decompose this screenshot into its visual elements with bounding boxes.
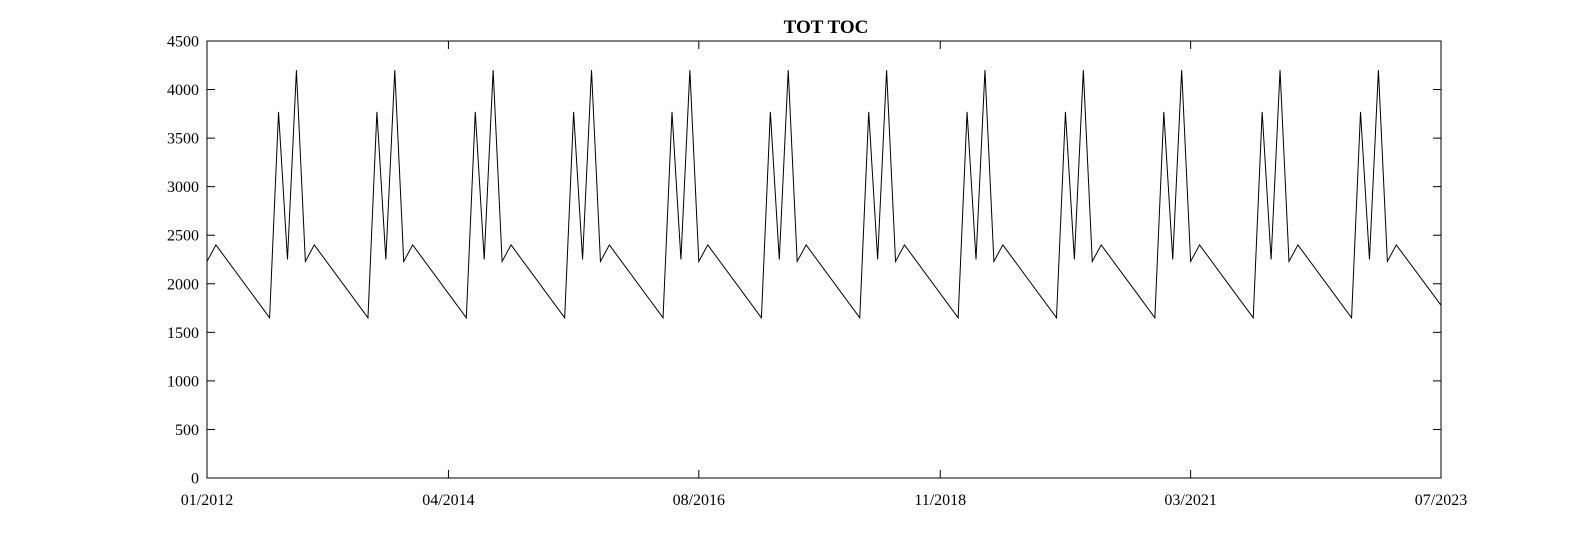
y-tick-label: 3000 bbox=[167, 179, 199, 196]
series-line bbox=[206, 70, 1442, 320]
y-tick-label: 2500 bbox=[167, 228, 199, 245]
x-tick-label: 08/2016 bbox=[673, 492, 725, 509]
y-tick-label: 4500 bbox=[167, 34, 199, 51]
plot-frame bbox=[206, 40, 1442, 479]
x-tick-label: 04/2014 bbox=[422, 492, 474, 509]
x-axis: 01/2012 04/2014 08/2016 11/2018 03/2021 07/20… bbox=[181, 41, 1467, 509]
x-tick-label: 01/2012 bbox=[181, 492, 233, 509]
y-axis: 0 500 1000 1500 2000 2500 3000 3500 4000 4500 bbox=[167, 34, 1441, 488]
y-tick-label: 1000 bbox=[167, 373, 199, 390]
y-tick-label: 1500 bbox=[167, 325, 199, 342]
y-tick-label: 500 bbox=[175, 422, 199, 439]
x-tick-label: 11/2018 bbox=[914, 492, 966, 509]
y-tick-label: 2000 bbox=[167, 276, 199, 293]
y-tick-label: 3500 bbox=[167, 131, 199, 148]
x-tick-label: 03/2021 bbox=[1164, 492, 1216, 509]
chart-title: TOT TOC bbox=[784, 17, 869, 38]
y-tick-label: 4000 bbox=[167, 82, 199, 99]
y-tick-label: 0 bbox=[191, 471, 199, 488]
x-tick-label: 07/2023 bbox=[1415, 492, 1467, 509]
